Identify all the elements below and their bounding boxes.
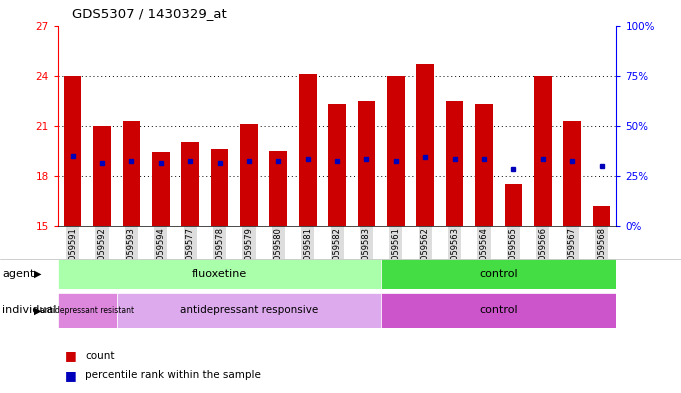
Bar: [93, 126, 111, 226]
Text: control: control: [479, 305, 518, 316]
Bar: [358, 101, 375, 226]
Bar: [270, 151, 287, 226]
Text: percentile rank within the sample: percentile rank within the sample: [85, 370, 261, 380]
Text: antidepressant resistant: antidepressant resistant: [40, 306, 134, 315]
Bar: [387, 75, 405, 226]
Bar: [58, 293, 116, 328]
Text: control: control: [479, 269, 518, 279]
Text: ▶: ▶: [34, 269, 42, 279]
Text: agent: agent: [2, 269, 35, 279]
Bar: [64, 75, 82, 226]
Bar: [181, 143, 199, 226]
Text: antidepressant responsive: antidepressant responsive: [180, 305, 318, 316]
Bar: [299, 74, 317, 226]
Bar: [446, 101, 464, 226]
Text: ■: ■: [65, 369, 76, 382]
Bar: [210, 149, 228, 226]
Text: fluoxetine: fluoxetine: [192, 269, 247, 279]
Text: GDS5307 / 1430329_at: GDS5307 / 1430329_at: [72, 7, 226, 20]
Text: individual: individual: [2, 305, 57, 316]
Bar: [240, 124, 257, 226]
Bar: [381, 259, 616, 289]
Bar: [505, 184, 522, 226]
Bar: [123, 121, 140, 226]
Bar: [58, 259, 381, 289]
Bar: [381, 293, 616, 328]
Bar: [563, 121, 581, 226]
Text: count: count: [85, 351, 114, 361]
Bar: [328, 104, 346, 226]
Bar: [152, 152, 170, 226]
Text: ■: ■: [65, 349, 76, 362]
Bar: [592, 206, 610, 226]
Bar: [116, 293, 381, 328]
Text: ▶: ▶: [34, 305, 42, 316]
Bar: [475, 104, 493, 226]
Bar: [534, 75, 552, 226]
Bar: [417, 64, 434, 226]
